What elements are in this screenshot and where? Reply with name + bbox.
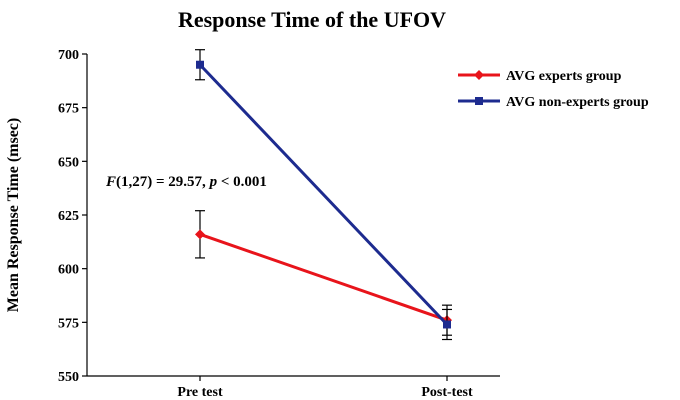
series-1 [195,210,452,336]
data-point [196,60,204,69]
y-ticks: 550 575 600 625 650 675 700 [58,48,87,385]
legend-label: AVG non-experts group [506,95,649,110]
data-point [443,320,451,329]
y-axis-label: Mean Response Time (msec) [5,118,22,313]
legend-marker [474,70,484,80]
series-2 [195,49,452,341]
x-ticks: Pre test Post-test [177,376,473,400]
y-tick-label: 700 [58,48,79,63]
axes [86,54,500,377]
y-tick-label: 600 [58,263,79,278]
y-tick-label: 550 [58,370,79,385]
x-tick-label: Post-test [421,385,473,400]
legend: AVG experts group AVG non-experts group [458,69,649,110]
annotation-p-rest: < 0.001 [217,174,267,190]
annotation-p: p [208,174,218,190]
legend-marker [475,97,483,105]
annotation-df: (1,27) = 29.57, [116,174,210,190]
y-tick-label: 625 [58,209,79,224]
y-tick-label: 650 [58,155,79,170]
y-tick-label: 575 [58,316,79,331]
y-tick-label: 675 [58,102,79,117]
chart-title: Response Time of the UFOV [178,7,446,32]
data-point [195,229,205,240]
series-layer [195,49,452,341]
legend-item: AVG experts group [458,69,622,84]
legend-label: AVG experts group [506,69,622,84]
series-line [198,63,449,326]
annotation-f: F [105,174,116,190]
legend-item: AVG non-experts group [458,95,649,110]
x-tick-label: Pre test [177,385,223,400]
series-line [199,232,448,322]
stat-annotation: F(1,27) = 29.57, p < 0.001 [105,174,267,190]
